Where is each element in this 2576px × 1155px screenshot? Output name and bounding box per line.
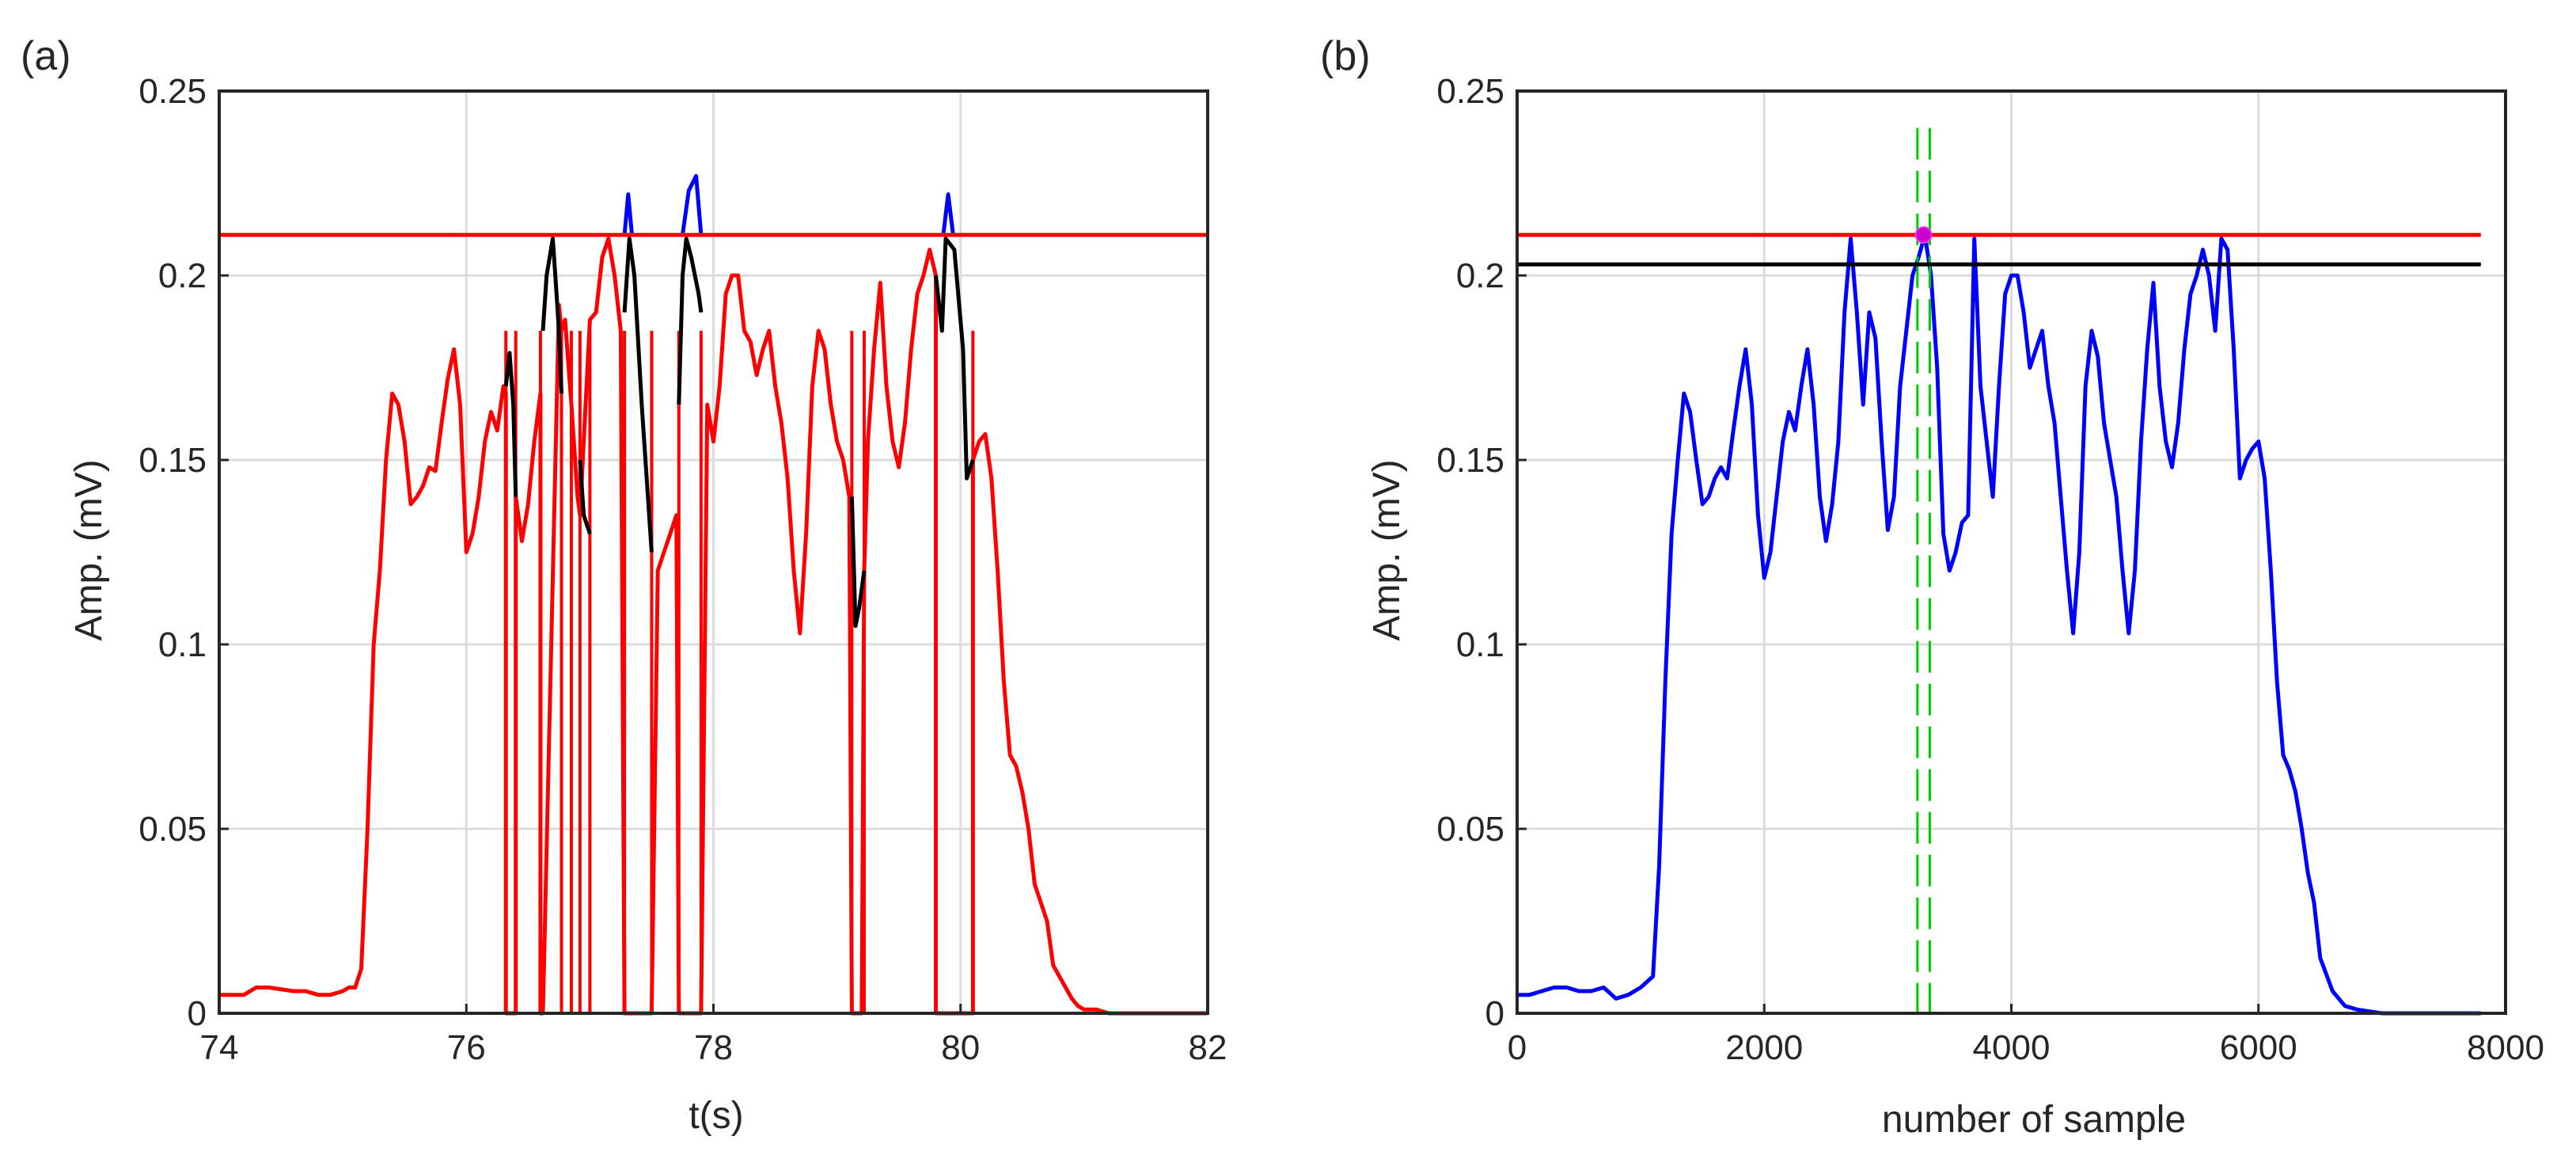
panel-a-ytick-label: 0.05	[138, 810, 207, 849]
panel-a-ytick-label: 0.1	[158, 625, 207, 664]
panel-a-xtick-label: 82	[1189, 1028, 1227, 1067]
panel-a-xtick-label: 76	[447, 1028, 486, 1067]
panel-a-peak-blue-1-line	[622, 192, 634, 235]
panel-a-signal-black-3-line	[578, 459, 592, 534]
panel-b-ytick-label: 0.1	[1456, 625, 1504, 664]
panel-a-signal-red-line	[219, 236, 1208, 1016]
panel-b-axes: 0 2000 4000 6000 8000 0 0.05 0.1 0.15 0.2 0.25	[1436, 72, 2544, 1067]
panel-a-ytick-label: 0.15	[138, 441, 207, 480]
panel-b-xlabel: number of sample	[1882, 1099, 2186, 1141]
panel-a-signal-black-7-line	[934, 236, 975, 481]
panel-b-series	[1517, 127, 2481, 1016]
panel-b-signal-blue-line	[1517, 233, 2481, 1016]
panel-a-signal-black-4-line	[622, 236, 654, 553]
panel-a-ytick-label: 0	[188, 994, 207, 1033]
panel-a-grid	[218, 89, 1209, 1015]
panel-a-xtick-label: 80	[941, 1028, 980, 1067]
panel-a-xlabel: t(s)	[689, 1095, 743, 1137]
panel-b-peak-marker	[1914, 226, 1933, 244]
panel-a-xtick-label: 78	[694, 1028, 733, 1067]
panel-a-axes-box	[218, 89, 1209, 1015]
panel-b-ytick-label: 0.2	[1456, 256, 1504, 295]
panel-a-ytick-label: 0.2	[158, 256, 207, 295]
panel-a-signal-black-6-line	[849, 496, 867, 629]
panel-b-ytick-label: 0	[1485, 994, 1504, 1033]
panel-b-ylabel: Amp. (mV)	[1366, 459, 1408, 640]
panel-a-series	[219, 173, 1208, 1016]
panel-a-signal-black-1-line	[503, 351, 518, 497]
panel-a-ylabel: Amp. (mV)	[68, 459, 110, 640]
panel-a-signal-black-5-line	[677, 236, 704, 405]
panel-a-ytick-label: 0.25	[138, 72, 207, 111]
panel-b-label: (b)	[1320, 33, 1371, 79]
panel-b-ytick-label: 0.25	[1436, 72, 1504, 111]
panel-b-grid	[1516, 89, 2507, 1015]
panel-b-xtick-label: 6000	[2220, 1028, 2297, 1067]
panel-a-signal-black-2-line	[541, 236, 563, 394]
panel-b-axes-box	[1516, 89, 2507, 1015]
panel-a-peak-blue-3-line	[941, 192, 955, 236]
panel-a-label: (a)	[21, 33, 71, 79]
panel-a-axes: 74 76 78 80 82 0 0.05 0.1 0.15 0.2 0.25	[138, 72, 1227, 1067]
panel-a-peak-blue-2-line	[681, 173, 704, 236]
panel-a: (a) 74 76 78 80 82 0 0.05 0.1 0.15 0.2 0.25 t(s) A…	[21, 33, 1227, 1137]
panel-b-ytick-label: 0.05	[1436, 810, 1504, 849]
panel-b-xtick-label: 8000	[2467, 1028, 2544, 1067]
panel-b-xtick-label: 2000	[1725, 1028, 1803, 1067]
panel-b-ytick-label: 0.15	[1436, 441, 1504, 480]
panel-a-xtick-label: 74	[200, 1028, 239, 1067]
panel-b: (b) 0 2000 4000 6000 8000 0 0.05 0.1 0.15 0.2 0.25…	[1320, 33, 2544, 1141]
panel-b-xtick-label: 4000	[1973, 1028, 2051, 1067]
panel-b-xtick-label: 0	[1508, 1028, 1527, 1067]
